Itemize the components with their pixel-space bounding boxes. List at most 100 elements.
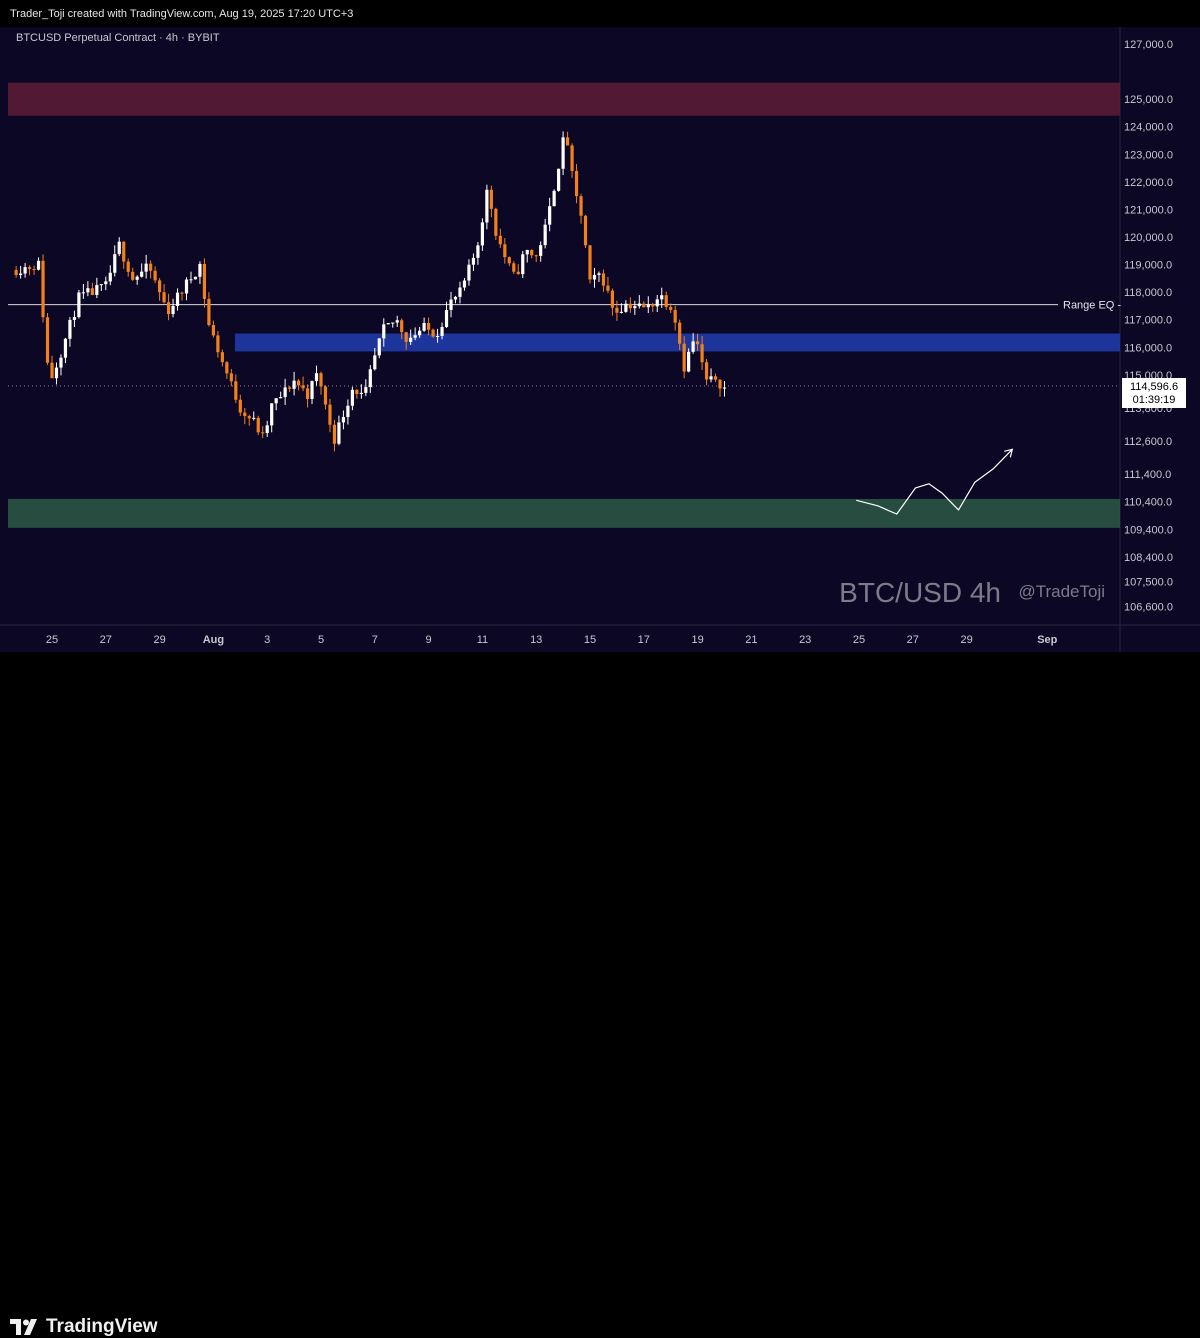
candle-up[interactable] — [722, 387, 727, 389]
candle-up[interactable] — [198, 263, 202, 277]
candle-up[interactable] — [395, 320, 399, 323]
candle-down[interactable] — [238, 399, 242, 413]
candle-up[interactable] — [557, 168, 561, 191]
candle-up[interactable] — [63, 338, 68, 358]
candle-up[interactable] — [314, 373, 319, 382]
candle-down[interactable] — [404, 332, 408, 342]
candle-up[interactable] — [341, 417, 346, 423]
candle-down[interactable] — [180, 292, 184, 294]
demand-zone[interactable] — [8, 498, 1120, 528]
candle-up[interactable] — [476, 245, 480, 258]
candle-down[interactable] — [229, 373, 233, 382]
candle-up[interactable] — [252, 417, 256, 419]
candle-down[interactable] — [225, 362, 229, 374]
candle-up[interactable] — [310, 381, 314, 399]
candle-down[interactable] — [431, 329, 435, 337]
candle-down[interactable] — [583, 215, 588, 246]
candle-up[interactable] — [59, 357, 63, 368]
candle-up[interactable] — [364, 387, 368, 393]
tradingview-brand[interactable]: TradingView — [10, 1316, 158, 1338]
candle-up[interactable] — [81, 292, 85, 294]
candle-up[interactable] — [368, 369, 372, 388]
candle-up[interactable] — [23, 267, 27, 274]
candle-up[interactable] — [548, 206, 552, 225]
candle-up[interactable] — [418, 330, 422, 336]
candle-up[interactable] — [449, 299, 453, 310]
fvg-zone[interactable] — [234, 333, 1121, 352]
candle-up[interactable] — [624, 303, 628, 312]
candle-up[interactable] — [270, 403, 274, 426]
candle-down[interactable] — [202, 263, 207, 299]
candle-down[interactable] — [27, 267, 32, 269]
candle-down[interactable] — [328, 404, 332, 425]
candle-down[interactable] — [565, 137, 570, 146]
candle-down[interactable] — [32, 268, 36, 270]
candle-down[interactable] — [41, 260, 45, 318]
candle-down[interactable] — [664, 295, 668, 307]
candle-down[interactable] — [166, 302, 171, 315]
candle-up[interactable] — [552, 190, 556, 207]
candle-down[interactable] — [610, 290, 615, 308]
candle-up[interactable] — [539, 245, 543, 256]
candle-down[interactable] — [305, 388, 310, 399]
candle-down[interactable] — [570, 145, 574, 172]
candle-down[interactable] — [45, 317, 50, 363]
candle-up[interactable] — [687, 351, 691, 372]
candle-down[interactable] — [162, 292, 166, 303]
candle-down[interactable] — [530, 249, 534, 256]
candle-up[interactable] — [646, 304, 650, 308]
candle-down[interactable] — [158, 280, 162, 293]
candle-up[interactable] — [453, 296, 458, 300]
candle-down[interactable] — [355, 389, 359, 395]
candle-up[interactable] — [619, 311, 623, 313]
candle-down[interactable] — [615, 307, 619, 313]
candle-up[interactable] — [467, 264, 471, 281]
candle-up[interactable] — [440, 326, 444, 337]
candle-up[interactable] — [265, 425, 269, 433]
candle-up[interactable] — [175, 292, 180, 307]
candle-down[interactable] — [296, 380, 301, 386]
candle-up[interactable] — [462, 280, 467, 288]
candle-up[interactable] — [144, 263, 148, 272]
candle-up[interactable] — [458, 287, 462, 297]
candle-up[interactable] — [597, 273, 601, 275]
price-scale[interactable] — [1120, 27, 1200, 652]
candle-down[interactable] — [50, 362, 54, 379]
candle-down[interactable] — [507, 257, 511, 264]
candle-down[interactable] — [503, 244, 507, 258]
candle-down[interactable] — [673, 309, 677, 323]
candle-up[interactable] — [592, 274, 597, 280]
candle-down[interactable] — [601, 273, 606, 286]
candle-down[interactable] — [574, 171, 579, 197]
candle-down[interactable] — [153, 270, 157, 281]
candle-down[interactable] — [126, 261, 130, 272]
candle-down[interactable] — [243, 412, 247, 417]
candle-up[interactable] — [346, 405, 350, 418]
candle-down[interactable] — [579, 196, 583, 216]
candle-down[interactable] — [90, 288, 94, 295]
candle-down[interactable] — [682, 343, 686, 372]
candle-down[interactable] — [704, 362, 709, 380]
candle-down[interactable] — [427, 323, 431, 330]
candle-up[interactable] — [382, 324, 386, 339]
candle-down[interactable] — [234, 381, 238, 400]
candle-down[interactable] — [669, 306, 673, 310]
candle-down[interactable] — [288, 387, 292, 389]
candle-up[interactable] — [117, 241, 121, 255]
candle-down[interactable] — [211, 325, 215, 336]
candle-up[interactable] — [36, 260, 41, 270]
candle-up[interactable] — [480, 222, 484, 246]
candle-down[interactable] — [642, 303, 646, 308]
candle-up[interactable] — [525, 249, 529, 255]
candle-down[interactable] — [400, 320, 404, 333]
candle-up[interactable] — [543, 224, 547, 246]
supply-zone[interactable] — [8, 82, 1120, 116]
candle-up[interactable] — [471, 257, 476, 265]
candle-up[interactable] — [359, 392, 363, 395]
candle-up[interactable] — [337, 422, 341, 444]
candle-up[interactable] — [19, 273, 23, 275]
candle-up[interactable] — [135, 276, 139, 280]
candle-down[interactable] — [256, 417, 260, 433]
candle-up[interactable] — [409, 337, 413, 342]
candle-down[interactable] — [301, 385, 305, 389]
